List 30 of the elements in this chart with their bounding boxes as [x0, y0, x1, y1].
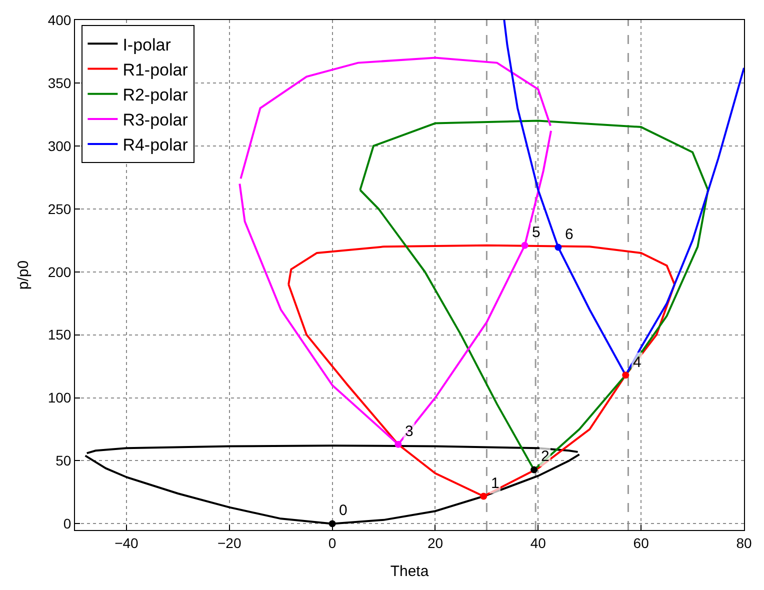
- x-axis-title: Theta: [390, 562, 430, 580]
- y-tick-label: 400: [48, 12, 72, 28]
- legend-label: I-polar: [122, 35, 172, 54]
- x-tick-label: 40: [530, 534, 546, 551]
- x-tick-label: −40: [114, 534, 139, 551]
- x-tick-label: 0: [328, 534, 336, 551]
- annotation: 6: [565, 226, 574, 243]
- annotation: 4: [633, 354, 642, 371]
- annotation: 5: [532, 224, 540, 241]
- y-axis-title: p/p0: [15, 260, 32, 290]
- y-tick-label: 350: [48, 74, 72, 91]
- legend-label: R3-polar: [122, 110, 188, 130]
- x-tick-label: 60: [633, 534, 650, 551]
- y-tick-label: 300: [48, 138, 72, 154]
- annotation: 1: [491, 475, 500, 492]
- annotation: 0: [339, 502, 348, 519]
- y-tick-label: 0: [63, 516, 72, 532]
- x-tick-label: 20: [427, 534, 444, 551]
- legend-label: R2-polar: [122, 85, 188, 104]
- annotation: 3: [405, 423, 414, 440]
- y-tick-label: 150: [48, 326, 72, 343]
- y-tick-label: 100: [48, 390, 72, 406]
- x-tick-label: −20: [218, 534, 242, 551]
- legend-label: R4-polar: [122, 136, 188, 155]
- x-tick-label: 80: [736, 534, 752, 551]
- legend-label: R1-polar: [122, 60, 188, 80]
- annotation: 2: [541, 448, 550, 465]
- y-tick-label: 200: [48, 264, 72, 280]
- y-tick-label: 50: [56, 452, 72, 469]
- y-tick-label: 250: [48, 200, 72, 217]
